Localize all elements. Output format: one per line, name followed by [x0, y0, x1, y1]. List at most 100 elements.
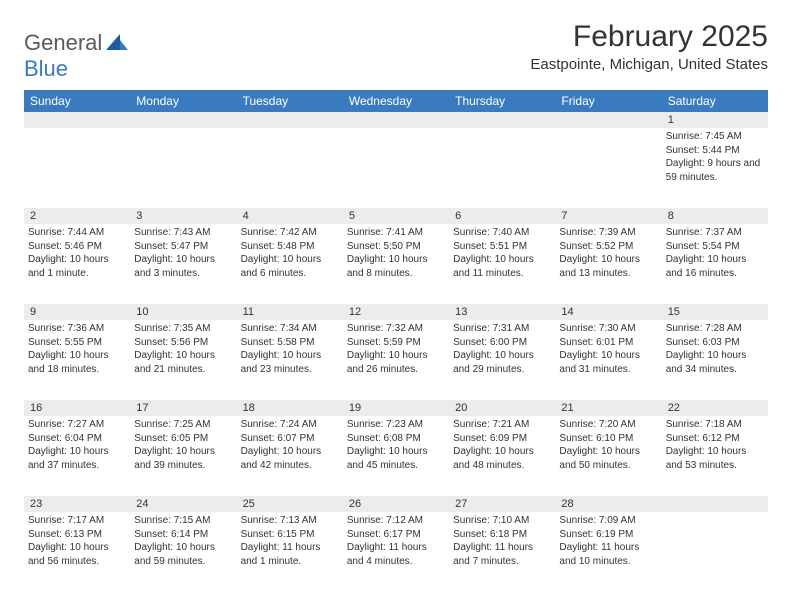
day-number-row: 16171819202122 [24, 400, 768, 416]
day-cell: Sunrise: 7:09 AMSunset: 6:19 PMDaylight:… [555, 512, 661, 592]
sunrise-text: Sunrise: 7:09 AM [559, 514, 657, 528]
sunrise-text: Sunrise: 7:40 AM [453, 226, 551, 240]
week-row: 9101112131415Sunrise: 7:36 AMSunset: 5:5… [24, 304, 768, 400]
day-cell: Sunrise: 7:36 AMSunset: 5:55 PMDaylight:… [24, 320, 130, 400]
daylight-text: Daylight: 10 hours and 48 minutes. [453, 445, 551, 472]
sunrise-text: Sunrise: 7:34 AM [241, 322, 339, 336]
day-cell: Sunrise: 7:10 AMSunset: 6:18 PMDaylight:… [449, 512, 555, 592]
daylight-text: Daylight: 10 hours and 34 minutes. [666, 349, 764, 376]
day-cell: Sunrise: 7:17 AMSunset: 6:13 PMDaylight:… [24, 512, 130, 592]
day-details: Sunrise: 7:23 AMSunset: 6:08 PMDaylight:… [347, 416, 445, 472]
day-cell: Sunrise: 7:12 AMSunset: 6:17 PMDaylight:… [343, 512, 449, 592]
week-row: 232425262728Sunrise: 7:17 AMSunset: 6:13… [24, 496, 768, 592]
daylight-text: Daylight: 11 hours and 4 minutes. [347, 541, 445, 568]
day-number: 11 [237, 304, 343, 320]
sunrise-text: Sunrise: 7:25 AM [134, 418, 232, 432]
sail-icon [106, 37, 128, 54]
daylight-text: Daylight: 10 hours and 53 minutes. [666, 445, 764, 472]
day-details: Sunrise: 7:25 AMSunset: 6:05 PMDaylight:… [134, 416, 232, 472]
brand-part2: Blue [24, 56, 68, 81]
day-details: Sunrise: 7:15 AMSunset: 6:14 PMDaylight:… [134, 512, 232, 568]
day-details: Sunrise: 7:40 AMSunset: 5:51 PMDaylight:… [453, 224, 551, 280]
day-cell: Sunrise: 7:23 AMSunset: 6:08 PMDaylight:… [343, 416, 449, 496]
day-cell: Sunrise: 7:20 AMSunset: 6:10 PMDaylight:… [555, 416, 661, 496]
sunrise-text: Sunrise: 7:18 AM [666, 418, 764, 432]
day-cell: Sunrise: 7:32 AMSunset: 5:59 PMDaylight:… [343, 320, 449, 400]
brand-part1: General [24, 30, 102, 55]
day-cell: Sunrise: 7:39 AMSunset: 5:52 PMDaylight:… [555, 224, 661, 304]
day-number: 5 [343, 208, 449, 224]
day-number: 16 [24, 400, 130, 416]
day-details: Sunrise: 7:28 AMSunset: 6:03 PMDaylight:… [666, 320, 764, 376]
day-number [130, 112, 236, 128]
location-text: Eastpointe, Michigan, United States [530, 56, 768, 73]
daylight-text: Daylight: 10 hours and 50 minutes. [559, 445, 657, 472]
day-cell [24, 128, 130, 208]
weekday-label: Monday [130, 90, 236, 112]
sunrise-text: Sunrise: 7:30 AM [559, 322, 657, 336]
day-details: Sunrise: 7:21 AMSunset: 6:09 PMDaylight:… [453, 416, 551, 472]
sunrise-text: Sunrise: 7:43 AM [134, 226, 232, 240]
day-number [237, 112, 343, 128]
day-details: Sunrise: 7:31 AMSunset: 6:00 PMDaylight:… [453, 320, 551, 376]
sunset-text: Sunset: 5:48 PM [241, 240, 339, 254]
sunset-text: Sunset: 5:54 PM [666, 240, 764, 254]
day-number-row: 9101112131415 [24, 304, 768, 320]
day-details: Sunrise: 7:45 AMSunset: 5:44 PMDaylight:… [666, 128, 764, 184]
header: General Blue February 2025 Eastpointe, M… [24, 20, 768, 82]
sunset-text: Sunset: 6:01 PM [559, 336, 657, 350]
weekday-label: Friday [555, 90, 661, 112]
daylight-text: Daylight: 10 hours and 42 minutes. [241, 445, 339, 472]
day-number-row: 232425262728 [24, 496, 768, 512]
sunset-text: Sunset: 6:14 PM [134, 528, 232, 542]
day-cell: Sunrise: 7:13 AMSunset: 6:15 PMDaylight:… [237, 512, 343, 592]
weekday-header: Sunday Monday Tuesday Wednesday Thursday… [24, 90, 768, 112]
day-details: Sunrise: 7:30 AMSunset: 6:01 PMDaylight:… [559, 320, 657, 376]
day-cell: Sunrise: 7:45 AMSunset: 5:44 PMDaylight:… [662, 128, 768, 208]
sunrise-text: Sunrise: 7:28 AM [666, 322, 764, 336]
day-number-row: 2345678 [24, 208, 768, 224]
sunrise-text: Sunrise: 7:39 AM [559, 226, 657, 240]
sunrise-text: Sunrise: 7:45 AM [666, 130, 764, 144]
weeks-container: 1Sunrise: 7:45 AMSunset: 5:44 PMDaylight… [24, 112, 768, 592]
day-details: Sunrise: 7:42 AMSunset: 5:48 PMDaylight:… [241, 224, 339, 280]
brand-logo: General Blue [24, 30, 128, 82]
daylight-text: Daylight: 10 hours and 29 minutes. [453, 349, 551, 376]
sunset-text: Sunset: 5:59 PM [347, 336, 445, 350]
sunrise-text: Sunrise: 7:32 AM [347, 322, 445, 336]
day-cell: Sunrise: 7:24 AMSunset: 6:07 PMDaylight:… [237, 416, 343, 496]
day-details: Sunrise: 7:44 AMSunset: 5:46 PMDaylight:… [28, 224, 126, 280]
weekday-label: Saturday [662, 90, 768, 112]
sunrise-text: Sunrise: 7:36 AM [28, 322, 126, 336]
day-details: Sunrise: 7:27 AMSunset: 6:04 PMDaylight:… [28, 416, 126, 472]
week-row: 1Sunrise: 7:45 AMSunset: 5:44 PMDaylight… [24, 112, 768, 208]
day-number: 21 [555, 400, 661, 416]
day-details: Sunrise: 7:35 AMSunset: 5:56 PMDaylight:… [134, 320, 232, 376]
day-number: 25 [237, 496, 343, 512]
day-cell: Sunrise: 7:31 AMSunset: 6:00 PMDaylight:… [449, 320, 555, 400]
weekday-label: Sunday [24, 90, 130, 112]
day-cell: Sunrise: 7:18 AMSunset: 6:12 PMDaylight:… [662, 416, 768, 496]
day-number [449, 112, 555, 128]
daylight-text: Daylight: 10 hours and 26 minutes. [347, 349, 445, 376]
sunrise-text: Sunrise: 7:42 AM [241, 226, 339, 240]
day-number: 4 [237, 208, 343, 224]
sunrise-text: Sunrise: 7:13 AM [241, 514, 339, 528]
daylight-text: Daylight: 10 hours and 6 minutes. [241, 253, 339, 280]
week-body: Sunrise: 7:17 AMSunset: 6:13 PMDaylight:… [24, 512, 768, 592]
sunset-text: Sunset: 6:17 PM [347, 528, 445, 542]
day-number [662, 496, 768, 512]
week-row: 16171819202122Sunrise: 7:27 AMSunset: 6:… [24, 400, 768, 496]
sunrise-text: Sunrise: 7:15 AM [134, 514, 232, 528]
weekday-label: Thursday [449, 90, 555, 112]
sunset-text: Sunset: 6:15 PM [241, 528, 339, 542]
day-details: Sunrise: 7:37 AMSunset: 5:54 PMDaylight:… [666, 224, 764, 280]
sunset-text: Sunset: 5:58 PM [241, 336, 339, 350]
day-details: Sunrise: 7:18 AMSunset: 6:12 PMDaylight:… [666, 416, 764, 472]
day-cell: Sunrise: 7:40 AMSunset: 5:51 PMDaylight:… [449, 224, 555, 304]
day-cell [449, 128, 555, 208]
day-number: 9 [24, 304, 130, 320]
logo-text: General Blue [24, 30, 128, 82]
sunset-text: Sunset: 6:07 PM [241, 432, 339, 446]
daylight-text: Daylight: 10 hours and 13 minutes. [559, 253, 657, 280]
